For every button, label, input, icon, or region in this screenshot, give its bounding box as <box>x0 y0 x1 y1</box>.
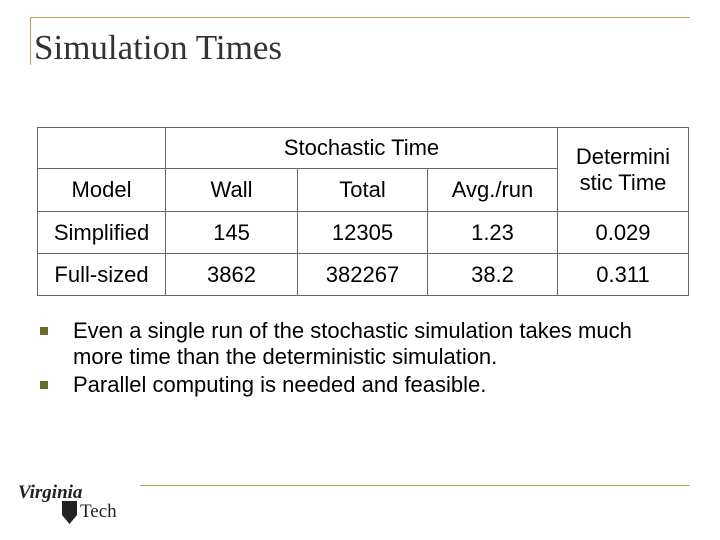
table-header-row-1: Stochastic Time Determini stic Time <box>37 127 689 212</box>
bullet-text: Parallel computing is needed and feasibl… <box>73 372 487 397</box>
simulation-times-table: Stochastic Time Determini stic Time Mode… <box>37 127 689 296</box>
bullet-list: Even a single run of the stochastic simu… <box>40 318 660 400</box>
avg-run-header: Avg./run <box>427 168 558 212</box>
table-corner-cell <box>37 127 166 169</box>
wall-cell: 145 <box>165 211 298 254</box>
model-cell: Full-sized <box>37 253 166 296</box>
deterministic-cell: 0.311 <box>557 253 689 296</box>
avg-run-cell: 1.23 <box>427 211 558 254</box>
bullet-text: Even a single run of the stochastic simu… <box>73 318 632 369</box>
deterministic-time-header: Determini stic Time <box>557 127 689 212</box>
frame-bottom-rule <box>140 485 690 486</box>
wall-header: Wall <box>165 168 298 212</box>
frame-top-rule <box>30 17 690 18</box>
total-cell: 382267 <box>297 253 428 296</box>
table-row: Simplified 145 12305 1.23 0.029 <box>37 211 689 254</box>
shield-icon <box>62 501 77 524</box>
wall-cell: 3862 <box>165 253 298 296</box>
virginia-tech-logo: Virginia Tech <box>18 482 117 524</box>
avg-run-cell: 38.2 <box>427 253 558 296</box>
logo-line-2: Tech <box>80 501 117 522</box>
frame-left-rule <box>30 17 31 65</box>
total-header: Total <box>297 168 428 212</box>
square-bullet-icon <box>40 327 48 335</box>
stochastic-time-header: Stochastic Time <box>165 127 558 169</box>
deterministic-cell: 0.029 <box>557 211 689 254</box>
logo-line-1: Virginia <box>18 482 83 503</box>
model-cell: Simplified <box>37 211 166 254</box>
total-cell: 12305 <box>297 211 428 254</box>
model-header: Model <box>37 168 166 212</box>
list-item: Even a single run of the stochastic simu… <box>40 318 660 370</box>
slide-title: Simulation Times <box>34 28 282 67</box>
table-row: Full-sized 3862 382267 38.2 0.311 <box>37 253 689 296</box>
square-bullet-icon <box>40 381 48 389</box>
list-item: Parallel computing is needed and feasibl… <box>40 372 660 398</box>
